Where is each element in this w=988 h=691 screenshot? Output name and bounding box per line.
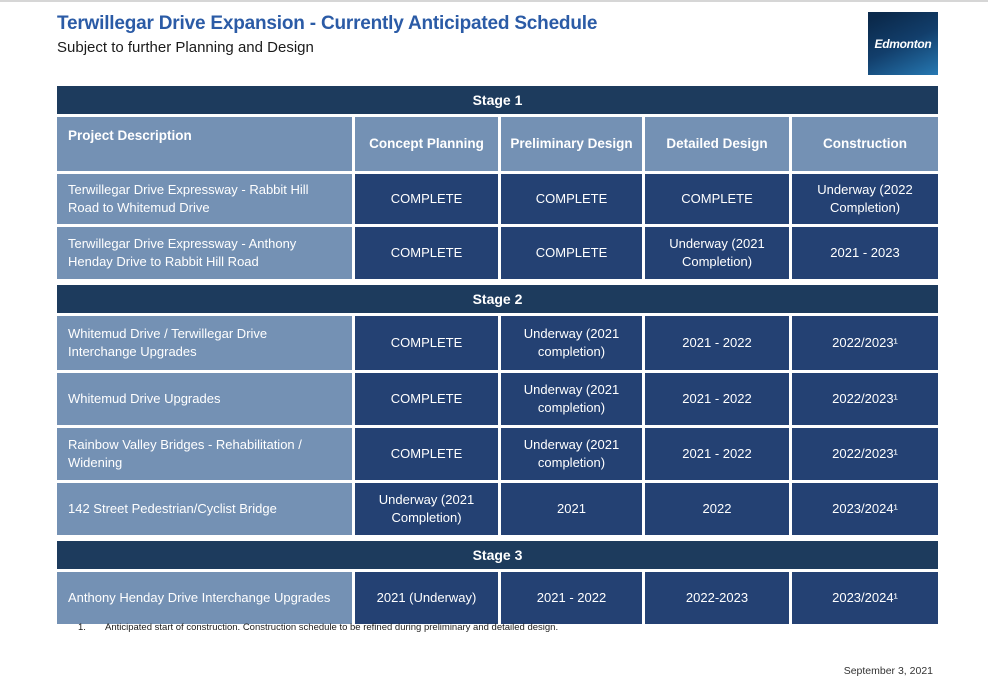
schedule-cell: Underway (2021 completion) — [501, 373, 642, 425]
stage-2-section: Stage 2 Whitemud Drive / Terwillegar Dri… — [57, 285, 938, 535]
edmonton-logo: Edmonton — [868, 12, 938, 75]
column-header-detailed-design: Detailed Design — [645, 117, 789, 171]
project-description-cell: Anthony Henday Drive Interchange Upgrade… — [57, 572, 352, 624]
footnote-number: 1. — [78, 622, 86, 633]
stage-3-grid: Anthony Henday Drive Interchange Upgrade… — [57, 572, 938, 624]
schedule-cell: COMPLETE — [355, 227, 498, 279]
column-header-preliminary-design: Preliminary Design — [501, 117, 642, 171]
stage-2-header: Stage 2 — [57, 285, 938, 313]
schedule-cell: Underway (2022 Completion) — [792, 174, 938, 224]
schedule-cell: 2022-2023 — [645, 572, 789, 624]
stage-1-header: Stage 1 — [57, 86, 938, 114]
project-description-cell: Rainbow Valley Bridges - Rehabilitation … — [57, 428, 352, 480]
schedule-cell: 2021 - 2022 — [645, 316, 789, 370]
schedule-cell: COMPLETE — [355, 373, 498, 425]
footnote-text: Anticipated start of construction. Const… — [105, 622, 559, 633]
schedule-cell: Underway (2021 Completion) — [355, 483, 498, 535]
project-description-cell: Terwillegar Drive Expressway - Rabbit Hi… — [57, 174, 352, 224]
date-stamp: September 3, 2021 — [843, 665, 933, 677]
stage-1-section: Stage 1 Project Description Concept Plan… — [57, 86, 938, 279]
schedule-cell: 2022/2023¹ — [792, 316, 938, 370]
stage-3-header: Stage 3 — [57, 541, 938, 569]
schedule-cell: COMPLETE — [501, 174, 642, 224]
schedule-table: Stage 1 Project Description Concept Plan… — [57, 86, 938, 630]
schedule-cell: COMPLETE — [501, 227, 642, 279]
schedule-cell: 2021 - 2022 — [645, 373, 789, 425]
schedule-cell: 2022 — [645, 483, 789, 535]
schedule-cell: Underway (2021 completion) — [501, 316, 642, 370]
schedule-cell: Underway (2021 completion) — [501, 428, 642, 480]
page-title: Terwillegar Drive Expansion - Currently … — [57, 13, 598, 34]
schedule-cell: 2023/2024¹ — [792, 572, 938, 624]
footnote: 1. Anticipated start of construction. Co… — [78, 622, 558, 633]
schedule-cell: 2021 - 2022 — [501, 572, 642, 624]
schedule-cell: COMPLETE — [645, 174, 789, 224]
column-header-construction: Construction — [792, 117, 938, 171]
column-header-concept-planning: Concept Planning — [355, 117, 498, 171]
schedule-cell: 2022/2023¹ — [792, 428, 938, 480]
stage-1-grid: Project Description Concept Planning Pre… — [57, 117, 938, 279]
project-description-cell: Whitemud Drive / Terwillegar Drive Inter… — [57, 316, 352, 370]
schedule-cell: COMPLETE — [355, 316, 498, 370]
project-description-cell: 142 Street Pedestrian/Cyclist Bridge — [57, 483, 352, 535]
schedule-cell: Underway (2021 Completion) — [645, 227, 789, 279]
column-header-project-description: Project Description — [57, 117, 352, 171]
page-subtitle: Subject to further Planning and Design — [57, 39, 314, 56]
schedule-cell: COMPLETE — [355, 174, 498, 224]
stage-3-section: Stage 3 Anthony Henday Drive Interchange… — [57, 541, 938, 624]
schedule-cell: 2021 (Underway) — [355, 572, 498, 624]
schedule-cell: 2021 - 2022 — [645, 428, 789, 480]
schedule-cell: 2021 — [501, 483, 642, 535]
stage-2-grid: Whitemud Drive / Terwillegar Drive Inter… — [57, 316, 938, 535]
schedule-cell: 2023/2024¹ — [792, 483, 938, 535]
schedule-cell: COMPLETE — [355, 428, 498, 480]
schedule-cell: 2021 - 2023 — [792, 227, 938, 279]
project-description-cell: Whitemud Drive Upgrades — [57, 373, 352, 425]
schedule-cell: 2022/2023¹ — [792, 373, 938, 425]
edmonton-logo-text: Edmonton — [874, 36, 932, 51]
project-description-cell: Terwillegar Drive Expressway - Anthony H… — [57, 227, 352, 279]
